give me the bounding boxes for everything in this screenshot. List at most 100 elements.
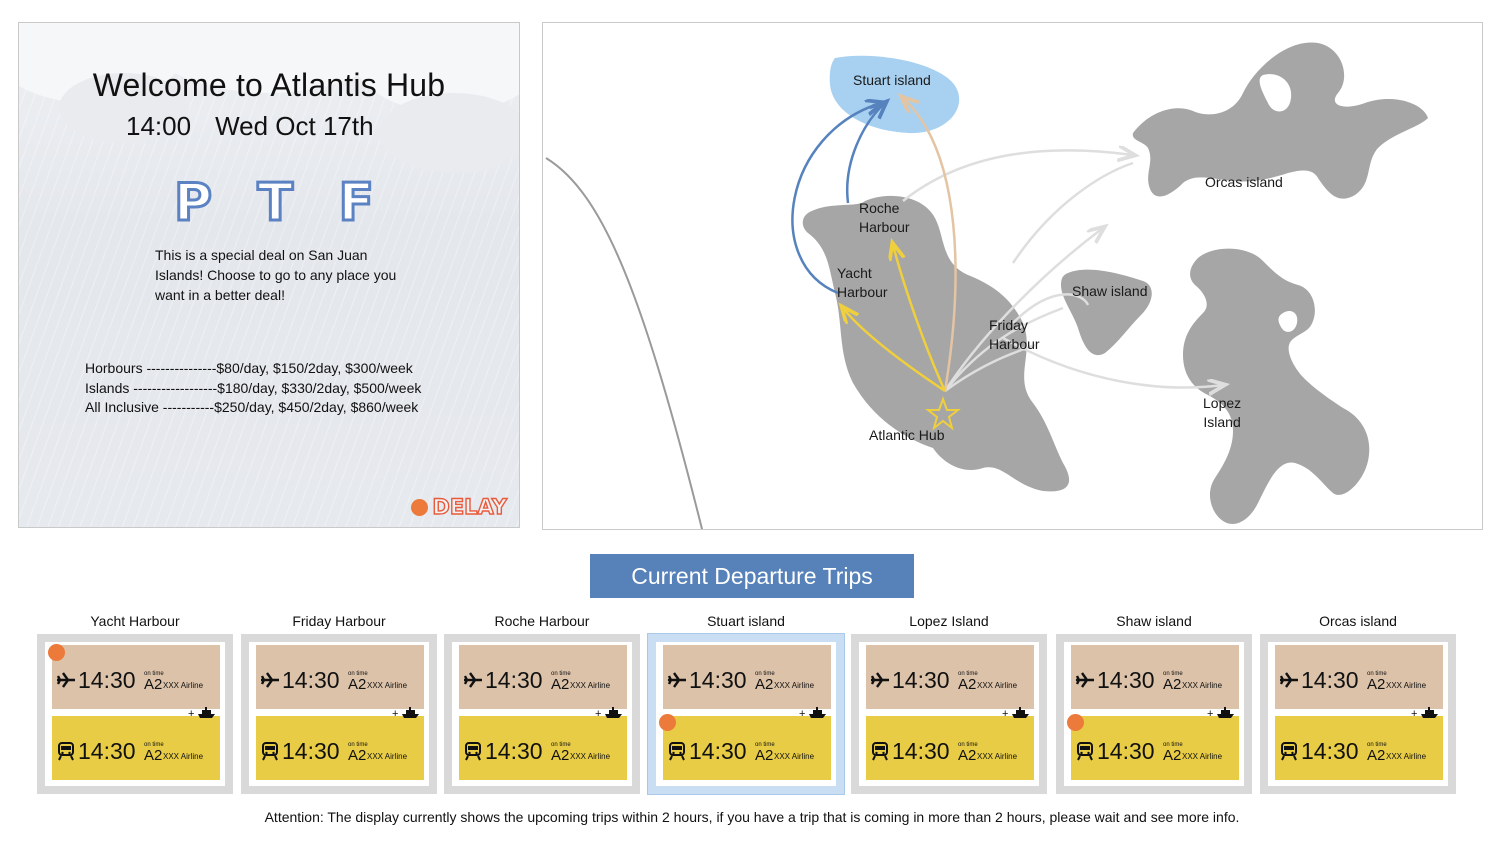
- ferry-trip[interactable]: 14:30 on time A2 XXX Airline +: [459, 707, 627, 780]
- trip-status: on time: [144, 671, 164, 677]
- flight-trip[interactable]: 14:30 on time A2 XXX Airline: [1071, 645, 1239, 709]
- bus-icon: [667, 741, 687, 761]
- ferry-trip[interactable]: 14:30 on time A2 XXX Airline +: [663, 707, 831, 780]
- delay-dot-icon: [1067, 714, 1084, 731]
- hub-star-icon: [925, 396, 961, 431]
- trip-time: 14:30: [1301, 738, 1359, 764]
- bus-icon: [260, 741, 280, 761]
- trip-status: on time: [348, 742, 368, 748]
- current-date: Wed Oct 17th: [215, 111, 374, 141]
- flight-trip[interactable]: 14:30 on time A2 XXX Airline: [663, 645, 831, 709]
- route-map[interactable]: Stuart island Orcas island Roche Harbour…: [542, 22, 1483, 530]
- station-card[interactable]: Orcas island 14:30 on time A2 XXX Airlin…: [1260, 612, 1456, 794]
- trip-time: 14:30: [78, 738, 136, 764]
- trip-code: A2: [551, 676, 570, 693]
- plane-icon: [463, 670, 483, 690]
- plane-icon: [870, 670, 890, 690]
- station-board: 14:30 on time A2 XXX Airline 14:30 on ti…: [241, 634, 437, 794]
- svg-text:+: +: [799, 708, 805, 719]
- trip-airline: XXX Airline: [367, 681, 408, 690]
- trip-time: 14:30: [1301, 667, 1359, 693]
- trip-status: on time: [1163, 671, 1183, 677]
- ptf-letter-f: F: [337, 172, 375, 235]
- trip-time: 14:30: [689, 667, 747, 693]
- trip-time: 14:30: [1097, 738, 1155, 764]
- trip-time: 14:30: [892, 738, 950, 764]
- price-horbours: Horbours ---------------$80/day, $150/2d…: [85, 360, 413, 376]
- coastline: [545, 157, 704, 529]
- trip-code: A2: [958, 676, 977, 693]
- flight-trip[interactable]: 14:30 on time A2 XXX Airline: [256, 645, 424, 709]
- trip-status: on time: [1163, 742, 1183, 748]
- trip-airline: XXX Airline: [774, 681, 815, 690]
- ship-icon: +: [1207, 706, 1235, 720]
- flight-trip[interactable]: 14:30 on time A2 XXX Airline: [459, 645, 627, 709]
- station-card[interactable]: Lopez Island 14:30 on time A2 XXX Airlin…: [851, 612, 1047, 794]
- route-friday-shaw: [1012, 293, 1090, 324]
- current-time: 14:00: [126, 111, 192, 141]
- map-label-roche: Roche Harbour: [859, 200, 910, 235]
- trip-status: on time: [1367, 742, 1387, 748]
- orcas-island[interactable]: [1132, 42, 1428, 199]
- station-board: 14:30 on time A2 XXX Airline 14:30 on ti…: [1260, 634, 1456, 794]
- delay-dot-icon: [48, 644, 65, 661]
- trip-code: A2: [755, 676, 774, 693]
- ferry-trip[interactable]: 14:30 on time A2 XXX Airline +: [1071, 707, 1239, 780]
- trip-status: on time: [551, 671, 571, 677]
- plane-icon: [667, 670, 687, 690]
- lopez-inlet: [1278, 311, 1298, 332]
- trip-airline: XXX Airline: [570, 681, 611, 690]
- shaw-island[interactable]: [1061, 269, 1152, 356]
- cloud: [59, 73, 189, 143]
- station-card[interactable]: Friday Harbour 14:30 on time A2 XXX Airl…: [241, 612, 437, 794]
- ferry-trip[interactable]: 14:30 on time A2 XXX Airline +: [1275, 707, 1443, 780]
- map-label-orcas: Orcas island: [1205, 174, 1283, 190]
- lopez-island[interactable]: [1183, 248, 1370, 524]
- trip-code: A2: [958, 747, 977, 764]
- station-name: Stuart island: [707, 613, 785, 629]
- station-card[interactable]: Stuart island 14:30 on time A2 XXX Airli…: [647, 612, 845, 795]
- bus-icon: [1075, 741, 1095, 761]
- map-label-hub: Atlantic Hub: [869, 427, 945, 443]
- map-label-shaw: Shaw island: [1072, 283, 1148, 299]
- svg-text:+: +: [188, 708, 194, 719]
- ferry-trip[interactable]: 14:30 on time A2 XXX Airline +: [52, 707, 220, 780]
- trip-time: 14:30: [78, 667, 136, 693]
- trip-airline: XXX Airline: [1182, 752, 1223, 761]
- trip-status: on time: [1367, 671, 1387, 677]
- ship-icon: +: [799, 706, 827, 720]
- welcome-title: Welcome to Atlantis Hub: [92, 67, 446, 103]
- stuart-island[interactable]: [829, 55, 960, 134]
- price-list: Horbours ---------------$80/day, $150/2d…: [85, 359, 421, 418]
- station-card[interactable]: Shaw island 14:30 on time A2 XXX Airline…: [1056, 612, 1252, 794]
- trip-code: A2: [348, 676, 367, 693]
- ferry-trip[interactable]: 14:30 on time A2 XXX Airline +: [866, 707, 1034, 780]
- trip-airline: XXX Airline: [1182, 681, 1223, 690]
- ferry-trip[interactable]: 14:30 on time A2 XXX Airline +: [256, 707, 424, 780]
- svg-text:+: +: [1411, 708, 1417, 719]
- ptf-logo: P T F: [172, 172, 375, 235]
- san-juan-island[interactable]: [802, 195, 1070, 492]
- svg-text:+: +: [1207, 708, 1213, 719]
- route-roche-orcas: [902, 150, 1133, 202]
- ship-icon: +: [1411, 706, 1439, 720]
- trip-code: A2: [144, 747, 163, 764]
- station-name: Roche Harbour: [494, 613, 590, 629]
- route-friday-orcas: [1011, 161, 1134, 264]
- station-name: Orcas island: [1319, 613, 1397, 629]
- route-hub-shaw: [944, 306, 1064, 392]
- station-name: Friday Harbour: [292, 613, 386, 629]
- station-card[interactable]: Yacht Harbour 14:30 on time A2 XXX Airli…: [37, 612, 233, 794]
- route-hub-friday: [944, 343, 1036, 393]
- map-label-yacht: Yacht Harbour: [837, 265, 888, 300]
- bus-icon: [463, 741, 483, 761]
- flight-trip[interactable]: 14:30 on time A2 XXX Airline: [52, 645, 220, 709]
- trip-airline: XXX Airline: [1386, 752, 1427, 761]
- ship-icon: +: [1002, 706, 1030, 720]
- flight-trip[interactable]: 14:30 on time A2 XXX Airline: [866, 645, 1034, 709]
- station-card[interactable]: Roche Harbour 14:30 on time A2 XXX Airli…: [444, 612, 640, 794]
- ship-icon: +: [392, 706, 420, 720]
- route-hub-yacht: [843, 308, 946, 393]
- flight-trip[interactable]: 14:30 on time A2 XXX Airline: [1275, 645, 1443, 709]
- trip-airline: XXX Airline: [1386, 681, 1427, 690]
